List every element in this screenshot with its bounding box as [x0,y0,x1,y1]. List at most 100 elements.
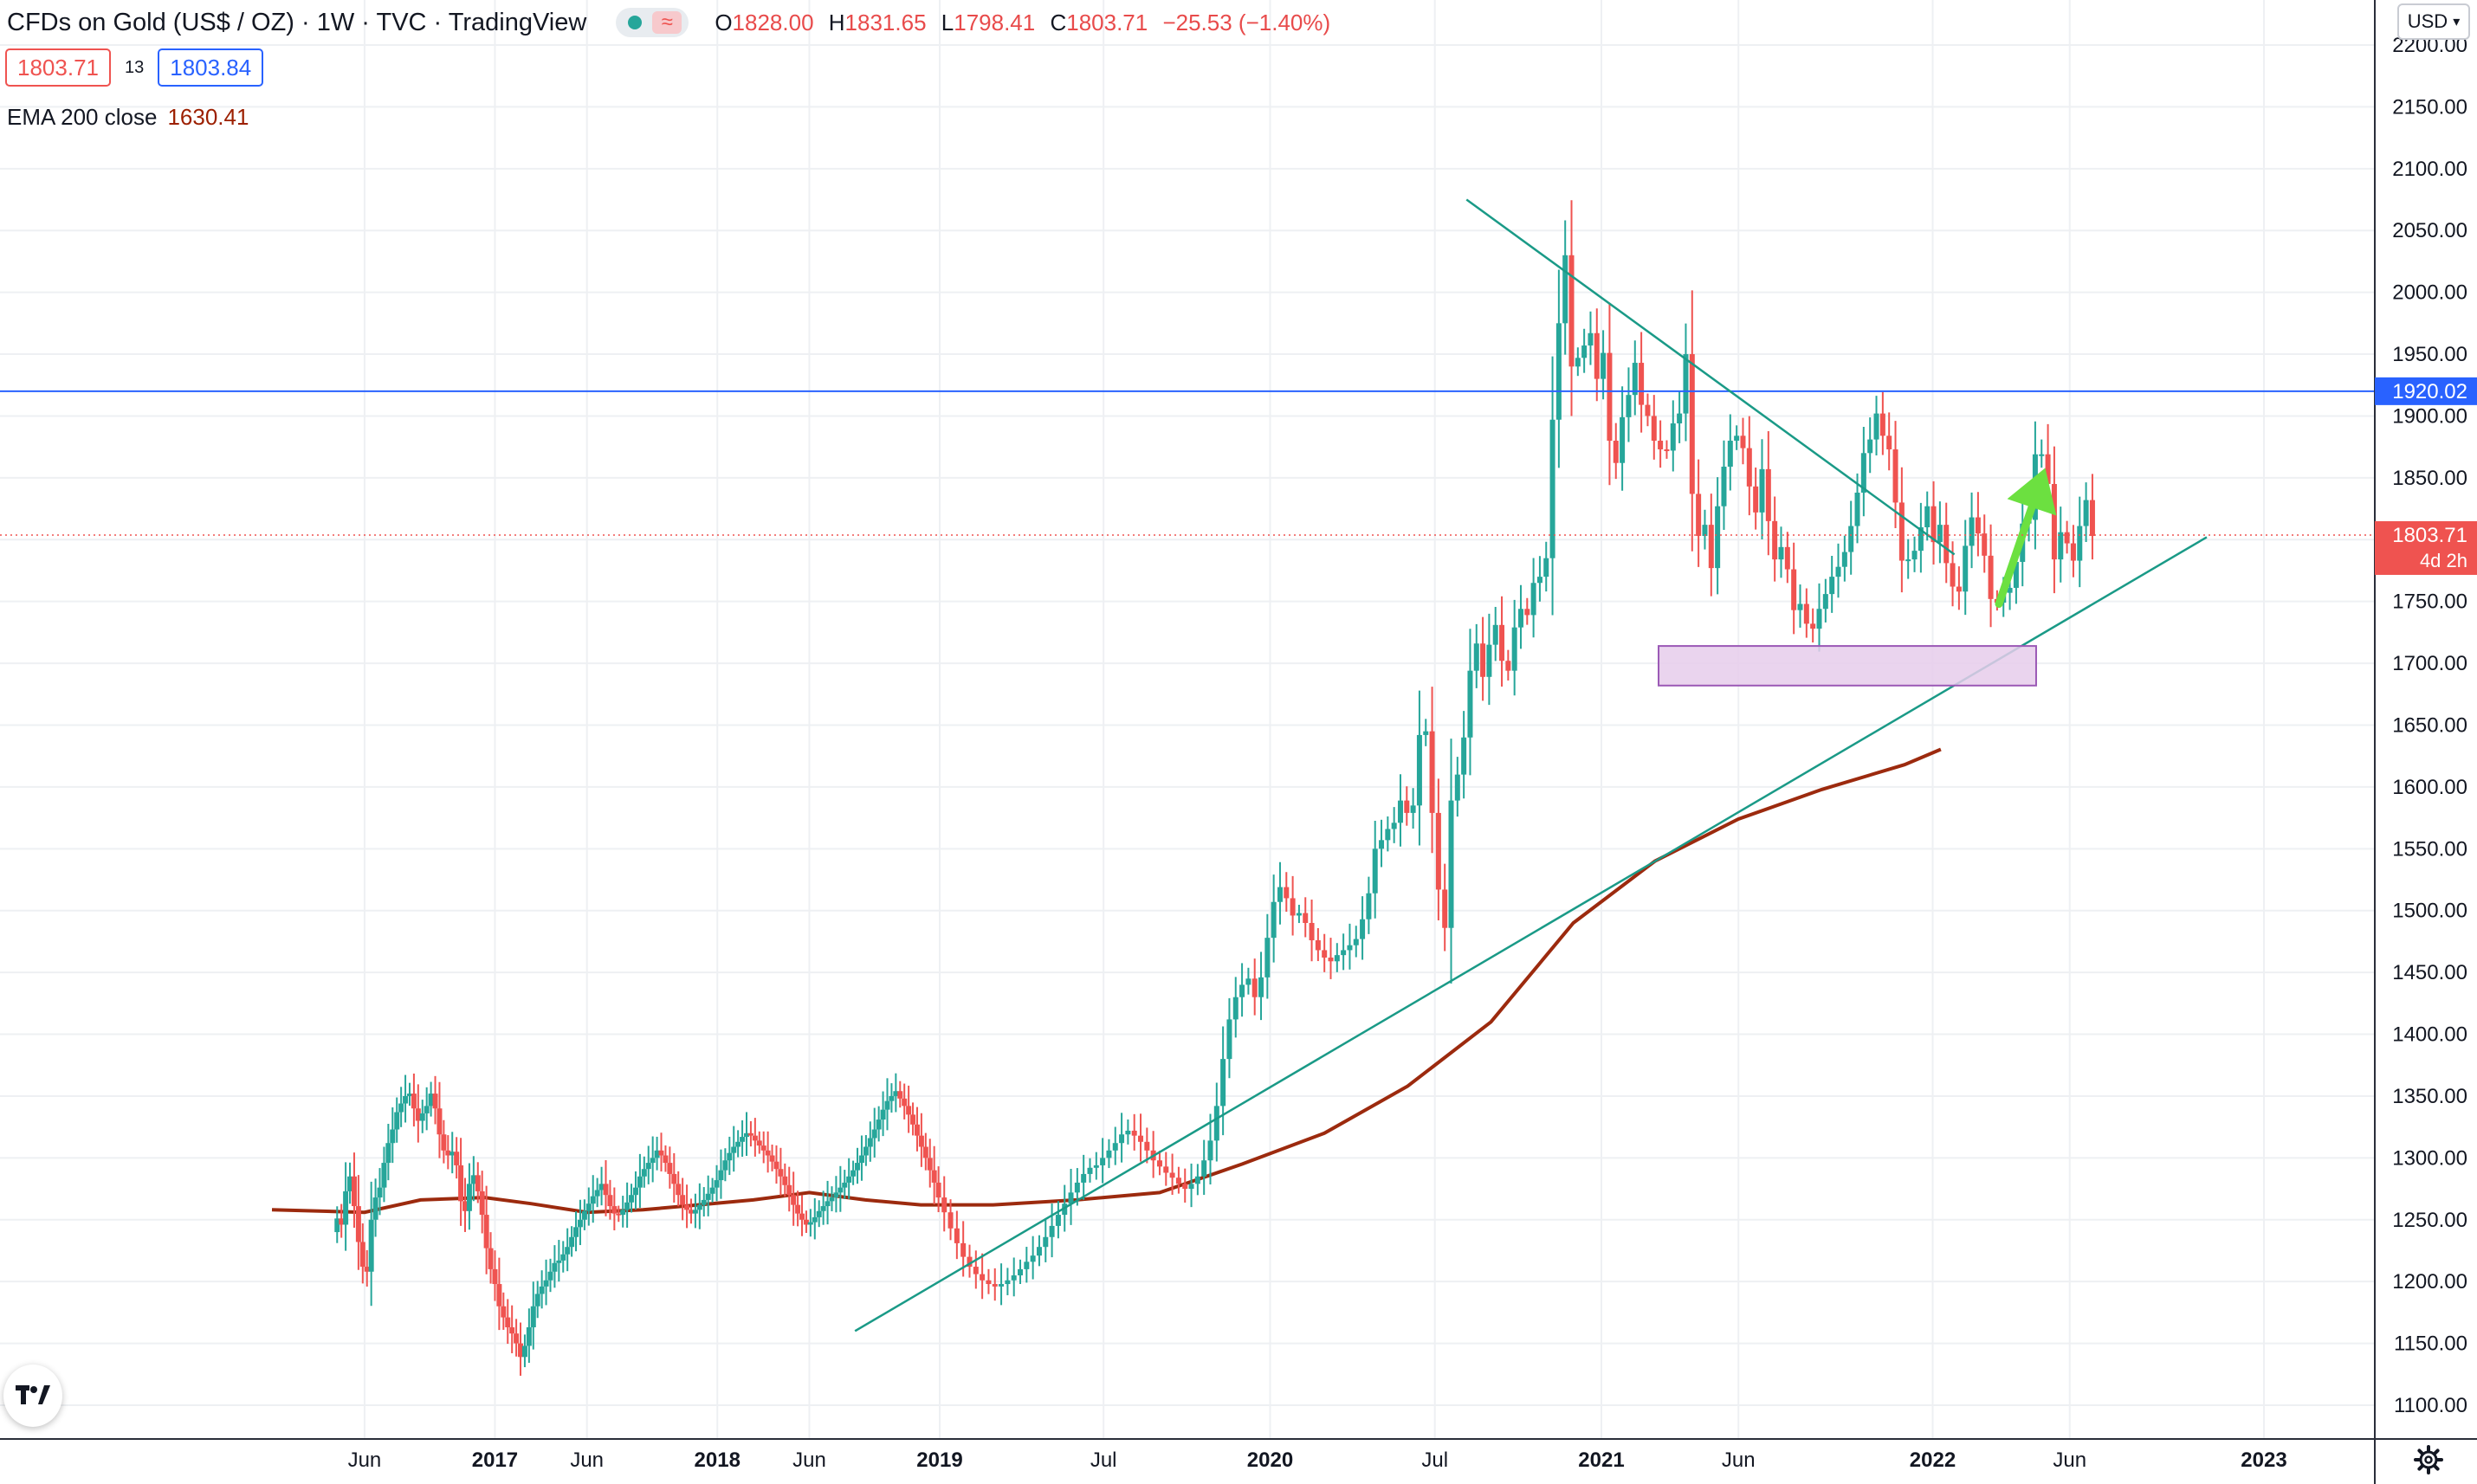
candle-body [1093,1165,1099,1168]
currency-label: USD [2407,10,2448,32]
candle-body [927,1158,933,1171]
time-tick-label: Jul [1421,1449,1448,1472]
candle-body [1829,577,1835,595]
candle-body [539,1286,545,1294]
candle-body [534,1294,540,1307]
candle-body [722,1160,728,1171]
candle-body [1924,506,1931,527]
candle-body [897,1091,903,1099]
candle-body [1258,977,1264,997]
candle-body [692,1210,698,1214]
candle-body [1892,449,1898,503]
candle-body [1911,551,1918,560]
close-label: C [1050,9,1067,35]
candle-body [1784,546,1790,570]
candle-body [526,1327,532,1346]
candle-body [1988,555,1994,599]
candle-body [1753,486,1759,513]
trendline [1465,198,1956,556]
candle-body [1708,525,1714,569]
candle-body [773,1161,779,1170]
gear-icon[interactable] [2409,1441,2448,1479]
candle-body [403,1095,409,1104]
candle-body [1175,1178,1181,1184]
time-tick-label: Jun [792,1449,826,1472]
time-tick-label: Jun [348,1449,382,1472]
candle-body [1536,577,1542,584]
bar-countdown-label: 4d 2h [2420,550,2467,571]
candle-body [1975,517,1981,534]
candle-body [1702,525,1708,536]
candle-body [1251,978,1258,997]
candle-body [620,1210,626,1216]
candle-body [1886,436,1892,450]
candle-body [419,1113,425,1121]
candle-body [1303,913,1309,924]
candle-body [368,1219,374,1272]
symbol-title[interactable]: CFDs on Gold (US$ / OZ) · 1W · TVC · Tra… [7,8,587,36]
candle-body [858,1155,864,1164]
candle-body [1791,569,1797,610]
candle-body [372,1197,378,1220]
candle-body [1435,812,1441,890]
time-tick-label: 2018 [695,1449,741,1472]
candle-body [1879,413,1885,436]
candle-body [385,1143,391,1164]
candle-body [432,1094,438,1109]
trade-buttons: 1803.71 13 1803.84 [5,48,264,87]
candle-body [1068,1192,1074,1204]
price-tick-label: 1100.00 [2394,1394,2467,1417]
candle-body [364,1267,370,1272]
up-arrow-head-icon [2007,468,2057,516]
candle-body [922,1146,928,1158]
candle-body [1473,643,1479,671]
candle-body [552,1262,558,1272]
price-tick-label: 1650.00 [2392,714,2467,738]
candle-body [1759,468,1765,513]
candle-body [1549,419,1555,558]
candle-body [585,1203,592,1211]
candle-body [1049,1225,1055,1237]
time-tick-label: Jun [2053,1449,2086,1472]
candle-body [1245,978,1251,985]
candle-body [483,1215,489,1248]
candle-body [2051,484,2057,560]
currency-selector[interactable]: USD ▾ [2397,3,2470,40]
price-tick-label: 2100.00 [2392,158,2467,181]
market-status-badge[interactable]: ≈ [616,8,689,37]
candle-body [1740,436,1746,448]
price-tick-label: 1200.00 [2392,1270,2467,1294]
candle-body [1379,840,1385,849]
candle-body [684,1204,690,1210]
drawings[interactable] [0,198,2375,1332]
candle-body [1391,823,1397,829]
candle-body [343,1190,349,1225]
candle-body [1943,525,1950,564]
tradingview-logo-icon[interactable] [3,1365,62,1427]
candle-body [488,1248,494,1269]
candle-body [799,1213,805,1220]
candle-body [556,1260,562,1263]
sell-button[interactable]: 1803.71 [5,48,111,87]
indicator-legend[interactable]: EMA 200 close 1630.41 [7,104,249,131]
candle-body [1664,449,1670,452]
candle-body [1607,352,1613,442]
candle-body [629,1195,635,1203]
indicator-value: 1630.41 [167,104,249,130]
buy-button[interactable]: 1803.84 [158,48,264,87]
candle-body [671,1173,677,1184]
candle-body [334,1218,340,1233]
candle-body [1062,1203,1068,1216]
candle-body [475,1175,481,1191]
candle-body [935,1182,941,1198]
candle-body [778,1169,784,1177]
candle-body [1555,323,1562,420]
chevron-down-icon: ▾ [2453,15,2461,29]
price-tick-label: 1250.00 [2392,1209,2467,1232]
candle-body [2070,543,2076,561]
high-label: H [828,9,845,35]
candle-body [680,1195,686,1205]
candle-body [1715,506,1721,569]
candle-body [1226,1019,1232,1060]
